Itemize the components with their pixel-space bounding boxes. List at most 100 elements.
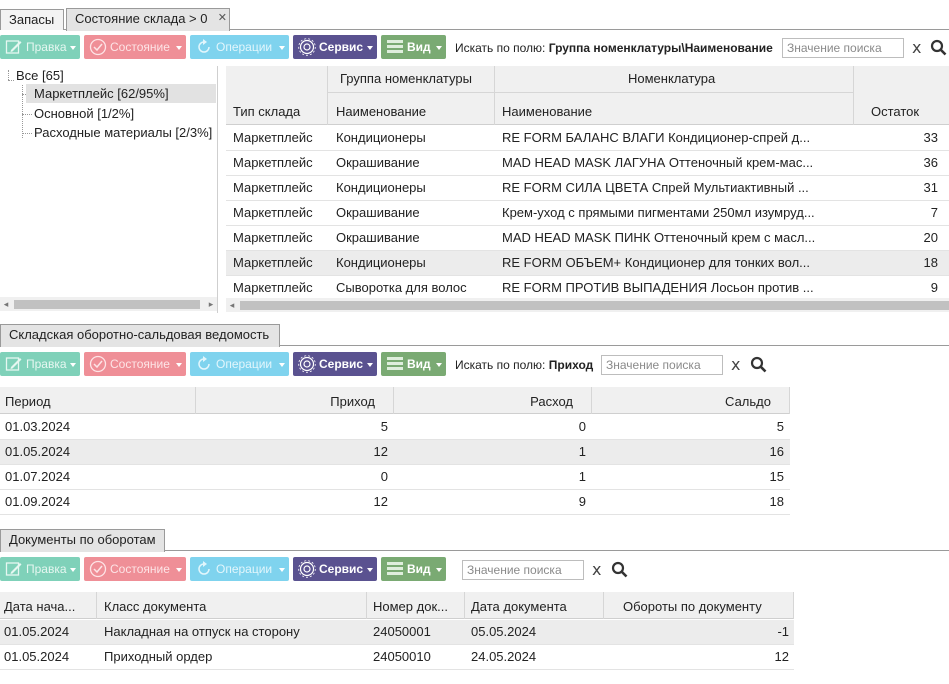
header-doc-date[interactable]: Дата документа: [471, 599, 567, 614]
service-button[interactable]: Сервис: [293, 557, 377, 581]
header-period[interactable]: Период: [5, 394, 51, 409]
tree-scrollbar[interactable]: ◂ ▸: [0, 297, 217, 311]
header-start-date[interactable]: Дата нача...: [4, 599, 76, 614]
cell-rest: 31: [923, 180, 938, 195]
tab-turnover-statement[interactable]: Складская оборотно-сальдовая ведомость: [0, 324, 280, 347]
refresh-icon: [198, 39, 210, 53]
tab-turnover-documents-label: Документы по оборотам: [9, 532, 156, 547]
cell-warehouse-type: Маркетплейс: [233, 230, 313, 245]
operations-button[interactable]: Операции: [190, 352, 289, 376]
table-row[interactable]: 01.03.2024 5 0 5: [0, 415, 790, 440]
cell-nomen-name: Крем-уход с прямыми пигментами 250мл изу…: [502, 205, 815, 220]
cell-income: 12: [373, 444, 388, 459]
cell-income: 0: [380, 469, 388, 484]
service-button[interactable]: Сервис: [293, 35, 377, 59]
table-row[interactable]: Маркетплейс Кондиционеры RE FORM БАЛАНС ВЛ…: [226, 126, 949, 151]
refresh-icon: [198, 356, 210, 370]
list-view-icon: [387, 357, 403, 370]
view-button[interactable]: Вид: [381, 557, 446, 581]
cell-doc-class: Накладная на отпуск на сторону: [104, 624, 300, 639]
service-button[interactable]: Сервис: [293, 352, 377, 376]
pencil-icon: [5, 40, 22, 54]
view-button[interactable]: Вид: [381, 352, 446, 376]
search-icon[interactable]: [611, 561, 628, 578]
operations-button[interactable]: Операции: [190, 557, 289, 581]
pencil-icon: [5, 357, 22, 371]
cell-nomen-name: MAD HEAD MASK ЛАГУНА Оттеночный крем-мас…: [502, 155, 814, 170]
edit-button[interactable]: Правка: [0, 557, 80, 581]
cell-warehouse-type: Маркетплейс: [233, 205, 313, 220]
documents-tab-strip: Документы по оборотам: [0, 527, 949, 552]
pencil-icon: [5, 562, 22, 576]
header-group-name[interactable]: Наименование: [336, 104, 427, 119]
tab-warehouse-state[interactable]: Состояние склада > 0 ✕: [66, 8, 230, 31]
tab-warehouse-state-label: Состояние склада > 0: [75, 11, 208, 26]
clear-search-button[interactable]: x: [912, 38, 922, 57]
tree-item-marketplace[interactable]: Маркетплейс [62/95%]: [26, 84, 216, 103]
cell-warehouse-type: Маркетплейс: [233, 155, 313, 170]
clear-search-button[interactable]: x: [592, 560, 602, 579]
tab-turnover-documents[interactable]: Документы по оборотам: [0, 529, 165, 552]
table-row[interactable]: 01.09.2024 12 9 18: [0, 490, 790, 515]
table-row[interactable]: 01.05.2024 12 1 16: [0, 440, 790, 465]
cell-rest: 18: [923, 255, 938, 270]
list-view-icon: [387, 562, 403, 575]
cell-rest: 9: [930, 280, 938, 295]
state-button[interactable]: Состояние: [84, 557, 186, 581]
cell-rest: 7: [930, 205, 938, 220]
view-label: Вид: [407, 40, 431, 54]
table-row[interactable]: Маркетплейс Окрашивание MAD HEAD MASK ЛАГУ…: [226, 151, 949, 176]
operations-button[interactable]: Операции: [190, 35, 289, 59]
table-row[interactable]: Маркетплейс Окрашивание Крем-уход с прямым…: [226, 201, 949, 226]
edit-button[interactable]: Правка: [0, 352, 80, 376]
tab-stocks[interactable]: Запасы: [0, 9, 64, 30]
cell-group: Сыворотка для волос: [336, 280, 467, 295]
header-warehouse-type[interactable]: Тип склада: [233, 104, 301, 119]
header-income[interactable]: Приход: [330, 394, 375, 409]
header-balance[interactable]: Сальдо: [725, 394, 771, 409]
table-row[interactable]: 01.07.2024 0 1 15: [0, 465, 790, 490]
cell-nomen-name: RE FORM СИЛА ЦВЕТА Спрей Мультиактивный …: [502, 180, 809, 195]
header-doc-class[interactable]: Класс документа: [104, 599, 207, 614]
tree-item-all[interactable]: Все [65]: [16, 68, 64, 83]
cell-nomen-name: RE FORM ОБЪЕМ+ Кондиционер для тонких во…: [502, 255, 811, 270]
header-nomenclature: Номенклатура: [628, 71, 716, 86]
header-doc-number[interactable]: Номер док...: [373, 599, 448, 614]
header-turnover[interactable]: Обороты по документу: [623, 599, 762, 614]
search-input[interactable]: [782, 38, 904, 58]
state-button[interactable]: Состояние: [84, 35, 186, 59]
check-circle-icon: [89, 38, 107, 56]
search-icon[interactable]: [930, 39, 947, 56]
clear-search-button[interactable]: x: [731, 355, 741, 374]
tree-item-consumables[interactable]: Расходные материалы [2/3%]: [34, 125, 213, 140]
gear-icon: [298, 560, 316, 578]
cell-nomen-name: RE FORM ПРОТИВ ВЫПАДЕНИЯ Лосьон против .…: [502, 280, 814, 295]
edit-button[interactable]: Правка: [0, 35, 80, 59]
tab-close-icon[interactable]: ✕: [217, 12, 227, 24]
header-outcome[interactable]: Расход: [530, 394, 573, 409]
cell-group: Окрашивание: [336, 155, 420, 170]
header-nomen-name[interactable]: Наименование: [502, 104, 593, 119]
table-row[interactable]: Маркетплейс Кондиционеры RE FORM ОБЪЕМ+ Ко…: [226, 251, 949, 276]
table-row[interactable]: Маркетплейс Кондиционеры RE FORM СИЛА ЦВЕТ…: [226, 176, 949, 201]
table-row[interactable]: Маркетплейс Окрашивание MAD HEAD MASK ПИНК…: [226, 226, 949, 251]
search-icon[interactable]: [750, 356, 767, 373]
tab-turnover-statement-label: Складская оборотно-сальдовая ведомость: [9, 327, 270, 342]
view-button[interactable]: Вид: [381, 35, 446, 59]
cell-doc-number: 24050001: [373, 624, 431, 639]
search-input[interactable]: [462, 560, 584, 580]
tree-item-main[interactable]: Основной [1/2%]: [34, 106, 135, 121]
cell-doc-date: 24.05.2024: [471, 649, 537, 664]
search-input[interactable]: [601, 355, 723, 375]
cell-balance: 16: [769, 444, 784, 459]
cell-period: 01.07.2024: [5, 469, 71, 484]
cell-outcome: 1: [578, 469, 586, 484]
state-button[interactable]: Состояние: [84, 352, 186, 376]
header-rest[interactable]: Остаток: [871, 104, 920, 119]
cell-rest: 33: [923, 130, 938, 145]
service-label: Сервис: [319, 40, 364, 54]
table-row[interactable]: 01.05.2024 Приходный ордер 24050010 24.05.2…: [0, 645, 794, 670]
stock-grid-scrollbar[interactable]: ◂: [226, 298, 949, 312]
cell-nomen-name: MAD HEAD MASK ПИНК Оттеночный крем с мас…: [502, 230, 816, 245]
table-row[interactable]: 01.05.2024 Накладная на отпуск на сторону…: [0, 620, 794, 645]
